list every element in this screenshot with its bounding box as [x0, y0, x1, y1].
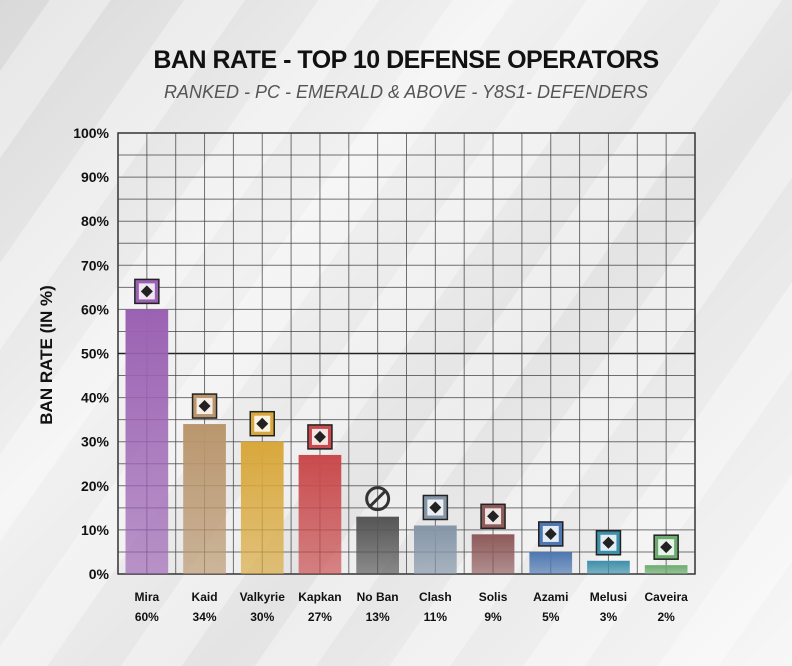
mira-icon — [134, 278, 160, 305]
y-axis-label: BAN RATE (IN %) — [37, 285, 56, 424]
caveira-icon — [653, 534, 679, 560]
kaid-icon — [191, 393, 218, 419]
bar-value-label: 27% — [308, 610, 332, 624]
x-category-label: Melusi — [590, 590, 627, 604]
bar-mira — [125, 309, 169, 574]
x-category-label: Kapkan — [298, 590, 341, 604]
x-category-label: Clash — [419, 590, 452, 604]
y-tick-label: 60% — [81, 301, 110, 317]
bar-value-label: 5% — [542, 610, 560, 624]
y-tick-label: 80% — [81, 213, 110, 229]
y-tick-label: 70% — [81, 257, 110, 273]
y-tick-label: 40% — [81, 390, 110, 406]
bar-value-label: 60% — [135, 610, 159, 624]
bar-solis — [471, 534, 515, 574]
kapkan-icon — [307, 424, 333, 450]
bar-kaid — [183, 424, 226, 574]
bar-value-label: 3% — [600, 610, 618, 624]
chart-subtitle: RANKED - PC - EMERALD & ABOVE - Y8S1- DE… — [163, 82, 649, 102]
y-tick-label: 10% — [81, 522, 110, 538]
chart-labels: 0% 10% 20% 30% 40% 50% 60% 70% 80% 90% 100% Mira 60%… — [73, 125, 688, 624]
x-category-label: Mira — [135, 590, 160, 604]
solis-icon — [480, 503, 506, 530]
x-category-label: No Ban — [357, 590, 399, 604]
bar-caveira — [644, 565, 688, 574]
x-category-label: Kaid — [192, 590, 218, 604]
y-tick-label: 20% — [81, 478, 110, 494]
valkyrie-icon — [249, 410, 275, 437]
x-category-label: Azami — [533, 590, 568, 604]
bar-azami — [529, 551, 573, 574]
bar-value-label: 2% — [657, 610, 675, 624]
operator-icons — [134, 278, 679, 560]
bar-value-label: 11% — [424, 610, 448, 624]
bar-kapkan — [298, 454, 342, 574]
bar-valkyrie — [240, 441, 284, 574]
chart-title: BAN RATE - TOP 10 DEFENSE OPERATORS — [153, 46, 659, 74]
bar-value-label: 13% — [366, 610, 390, 624]
no-ban-icon — [365, 486, 391, 512]
bar-value-label: 34% — [193, 610, 217, 624]
azami-icon — [538, 521, 564, 547]
bar-no-ban — [356, 516, 399, 574]
y-tick-label: 90% — [81, 169, 110, 185]
melusi-icon — [595, 530, 622, 556]
bar-value-label: 9% — [484, 610, 502, 624]
y-tick-label: 100% — [73, 125, 109, 141]
y-tick-label: 50% — [81, 346, 110, 362]
bar-value-label: 30% — [250, 610, 274, 624]
x-category-label: Caveira — [644, 590, 688, 604]
chart-bars — [125, 309, 688, 574]
bar-melusi — [587, 560, 630, 574]
x-category-label: Valkyrie — [240, 590, 286, 604]
y-tick-label: 30% — [81, 434, 110, 450]
y-tick-label: 0% — [89, 566, 110, 582]
x-category-label: Solis — [479, 590, 508, 604]
bar-clash — [414, 525, 457, 574]
clash-icon — [422, 494, 449, 521]
